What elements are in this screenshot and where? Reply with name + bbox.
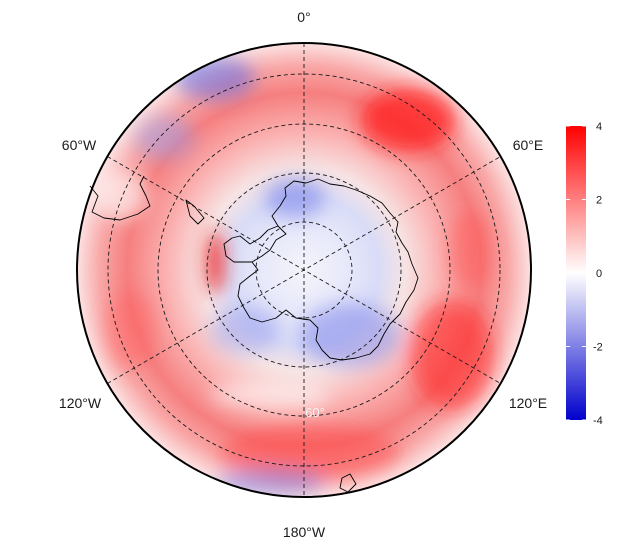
island-coastline-a: [185, 199, 205, 225]
colorbar-tick-marks: [566, 125, 586, 421]
colorbar-tick-label: -4: [593, 415, 603, 427]
colorbar-tick-label: 0: [596, 268, 602, 280]
latitude-circles: [107, 73, 501, 467]
lon-label-top: 0°: [297, 9, 310, 25]
coastlines: [89, 175, 419, 493]
south-america-coastline: [89, 175, 151, 221]
anomaly-field: [77, 43, 531, 497]
island-coastline-b: [339, 473, 357, 493]
meridian-lines: [107, 43, 501, 497]
lon-label-upper-right: 60°E: [513, 137, 544, 153]
colorbar-tick-label: -2: [593, 342, 603, 354]
antarctic-peninsula-coastline: [223, 225, 279, 263]
lon-label-bottom: 180°W: [283, 524, 326, 540]
lon-label-lower-left: 120°W: [59, 395, 102, 411]
colorbar-gradient: [566, 126, 586, 420]
latitude-label-60: 60°: [305, 405, 325, 420]
colorbar-tick-label: 4: [596, 121, 602, 133]
map-boundary: [76, 42, 532, 498]
lon-label-upper-left: 60°W: [62, 137, 97, 153]
graticule: [107, 43, 501, 497]
antarctica-coastline: [237, 178, 419, 361]
colorbar: 4 2 0 -2 -4: [566, 121, 603, 427]
colorbar-tick-label: 2: [596, 195, 602, 207]
lon-label-lower-right: 120°E: [509, 395, 547, 411]
